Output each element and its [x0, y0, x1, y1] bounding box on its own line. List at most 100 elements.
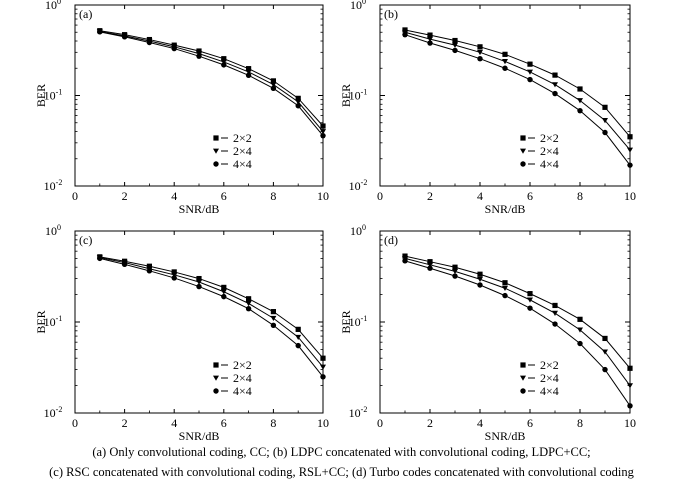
data-point — [295, 342, 301, 349]
data-point — [121, 261, 128, 268]
data-point — [502, 285, 508, 292]
data-point — [320, 374, 326, 380]
x-tick-label: 4 — [171, 416, 177, 430]
legend-marker — [213, 388, 219, 394]
caption-line-1: (a) Only convolutional coding, CC; (b) L… — [92, 445, 591, 459]
y-axis-label: BER — [34, 310, 48, 333]
data-point — [97, 255, 103, 262]
y-tick-label: 100 — [350, 223, 366, 238]
data-point — [427, 40, 433, 46]
data-point — [452, 37, 458, 44]
data-point — [196, 279, 202, 285]
chart-panel-b: 0 2 4 6 8 10 10-2 10-1 100 SNR/dB BER (b) 2×22×44×4 — [339, 0, 636, 216]
series-line-2 — [99, 257, 324, 378]
data-point — [245, 301, 252, 307]
chart-panel-c: 0 2 4 6 8 10 10-2 10-1 100 SNR/dB BER (c) 2×22×44×4 — [34, 223, 329, 443]
data-point — [146, 263, 152, 269]
x-axis-label: SNR/dB — [179, 429, 220, 443]
legend-label: 2×4 — [233, 371, 252, 385]
x-tick-label: 0 — [72, 189, 78, 203]
data-point — [477, 49, 483, 56]
data-point — [552, 310, 558, 316]
panel-label: (b) — [384, 7, 398, 21]
data-point — [221, 293, 227, 300]
data-point — [477, 271, 483, 277]
x-tick-label: 2 — [427, 189, 433, 203]
data-point — [577, 327, 583, 333]
caption-line-2: (c) RSC concatenated with convolutional … — [49, 465, 634, 479]
x-tick-label: 2 — [122, 189, 128, 203]
data-point — [502, 51, 508, 57]
x-tick-label: 8 — [270, 189, 276, 203]
data-point — [245, 72, 252, 79]
data-point — [502, 280, 508, 286]
legend-marker — [520, 135, 526, 141]
panel-label: (d) — [384, 233, 398, 247]
x-tick-label: 4 — [477, 189, 483, 203]
data-point — [527, 69, 533, 75]
data-point — [477, 44, 483, 50]
x-tick-label: 6 — [527, 416, 533, 430]
data-point — [627, 162, 633, 168]
chart-panel-d: 0 2 4 6 8 10 10-2 10-1 100 SNR/dB BER (d) 2×22×44×4 — [339, 223, 636, 443]
data-point — [320, 129, 326, 135]
legend-marker — [520, 375, 526, 381]
data-point — [171, 269, 177, 275]
data-point — [452, 47, 458, 54]
x-tick-label: 4 — [171, 189, 177, 203]
legend-marker — [213, 161, 219, 167]
data-point — [527, 61, 533, 67]
plot-frame — [74, 230, 324, 414]
legend-label: 2×2 — [233, 358, 252, 372]
legend-label: 2×4 — [540, 144, 559, 158]
x-tick-label: 6 — [221, 189, 227, 203]
data-point — [602, 366, 608, 373]
legend-marker — [520, 161, 526, 167]
data-point — [552, 302, 558, 309]
x-tick-label: 8 — [577, 416, 583, 430]
y-tick-label: 10-1 — [349, 88, 368, 103]
y-tick-label: 100 — [45, 223, 61, 238]
series-line-1 — [99, 257, 324, 368]
series-line-0 — [99, 30, 324, 127]
data-point — [627, 134, 633, 140]
data-point — [577, 86, 583, 92]
data-point — [295, 334, 302, 341]
legend-label: 4×4 — [540, 157, 559, 171]
legend-label: 2×4 — [233, 144, 252, 158]
data-point — [427, 36, 433, 42]
data-point — [246, 296, 252, 302]
y-tick-label: 100 — [45, 0, 61, 12]
x-tick-label: 2 — [122, 416, 128, 430]
data-point — [171, 272, 178, 278]
y-tick-label: 10-1 — [44, 88, 63, 103]
data-point — [527, 76, 533, 83]
data-point — [627, 403, 633, 409]
legend-marker — [213, 135, 219, 141]
data-point — [196, 53, 202, 59]
x-tick-label: 8 — [577, 189, 583, 203]
data-point — [452, 42, 458, 48]
series-line-1 — [99, 30, 324, 132]
series-line-0 — [99, 256, 324, 359]
data-point — [552, 82, 558, 88]
data-point — [552, 321, 558, 327]
data-point — [602, 104, 608, 110]
data-point — [270, 78, 276, 84]
data-point — [502, 59, 508, 65]
data-point — [427, 262, 433, 268]
data-point — [602, 118, 608, 124]
x-tick-label: 0 — [377, 416, 383, 430]
legend-label: 2×2 — [540, 358, 559, 372]
x-axis-label: SNR/dB — [179, 202, 220, 216]
panel-label: (a) — [79, 7, 92, 21]
data-point — [171, 275, 177, 281]
data-point — [320, 132, 326, 139]
data-point — [452, 268, 458, 275]
data-point — [270, 82, 277, 88]
data-point — [402, 258, 408, 264]
data-point — [502, 292, 508, 299]
x-tick-label: 0 — [72, 416, 78, 430]
y-tick-label: 10-2 — [349, 178, 368, 193]
data-point — [245, 69, 252, 75]
